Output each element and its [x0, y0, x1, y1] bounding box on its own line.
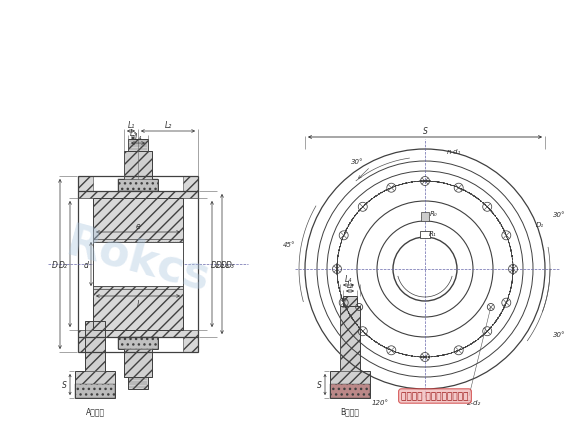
- Bar: [78, 337, 93, 352]
- Text: S: S: [62, 380, 67, 389]
- Text: 30°: 30°: [553, 331, 566, 337]
- Text: D₂: D₂: [216, 260, 225, 269]
- Bar: [93, 286, 183, 330]
- Text: l: l: [137, 299, 139, 308]
- Bar: [118, 337, 158, 349]
- Text: L₁: L₁: [128, 121, 135, 130]
- Text: D₃: D₃: [226, 260, 235, 269]
- Bar: [78, 191, 198, 198]
- Bar: [343, 296, 357, 306]
- Text: 30°: 30°: [553, 211, 566, 217]
- Bar: [183, 337, 198, 352]
- Text: B型结构: B型结构: [340, 407, 360, 415]
- Text: D: D: [52, 260, 58, 269]
- Bar: [330, 371, 370, 398]
- Text: Rokcs: Rokcs: [61, 220, 215, 299]
- Text: e: e: [136, 222, 140, 231]
- Bar: [124, 349, 152, 377]
- Text: L₄: L₄: [135, 133, 142, 142]
- Text: R₀: R₀: [430, 210, 438, 217]
- Text: d: d: [84, 260, 89, 269]
- Bar: [340, 306, 360, 371]
- Bar: [85, 321, 105, 371]
- Text: 30°: 30°: [351, 159, 363, 164]
- Bar: [75, 371, 115, 398]
- Text: L₄: L₄: [345, 275, 352, 284]
- Text: S: S: [317, 380, 322, 389]
- Text: L₂: L₂: [164, 121, 172, 130]
- Text: 版权所有 侵权必被严厉追究: 版权所有 侵权必被严厉追究: [401, 391, 469, 401]
- Bar: [75, 384, 115, 398]
- Text: A型结构: A型结构: [85, 407, 104, 415]
- Bar: [78, 330, 198, 337]
- Text: L₃: L₃: [129, 128, 137, 137]
- Text: D₃: D₃: [221, 260, 230, 269]
- Text: 45°: 45°: [282, 241, 295, 247]
- Bar: [128, 140, 148, 151]
- Bar: [330, 384, 370, 398]
- Text: L₃: L₃: [346, 281, 354, 290]
- Bar: [124, 151, 152, 180]
- Bar: [78, 177, 93, 191]
- Bar: [420, 231, 430, 238]
- Text: D₁: D₁: [536, 221, 544, 227]
- Text: R₁: R₁: [429, 230, 437, 237]
- Text: 120°: 120°: [372, 399, 389, 405]
- Text: D₂: D₂: [211, 260, 220, 269]
- Bar: [421, 213, 429, 221]
- Text: n-d₁: n-d₁: [447, 149, 461, 155]
- Text: D₂: D₂: [59, 260, 68, 269]
- Bar: [183, 177, 198, 191]
- Text: S: S: [423, 127, 427, 136]
- Bar: [93, 198, 183, 243]
- Bar: [128, 377, 148, 389]
- Bar: [93, 243, 183, 286]
- Text: 2-d₂: 2-d₂: [467, 399, 481, 405]
- Bar: [118, 180, 158, 191]
